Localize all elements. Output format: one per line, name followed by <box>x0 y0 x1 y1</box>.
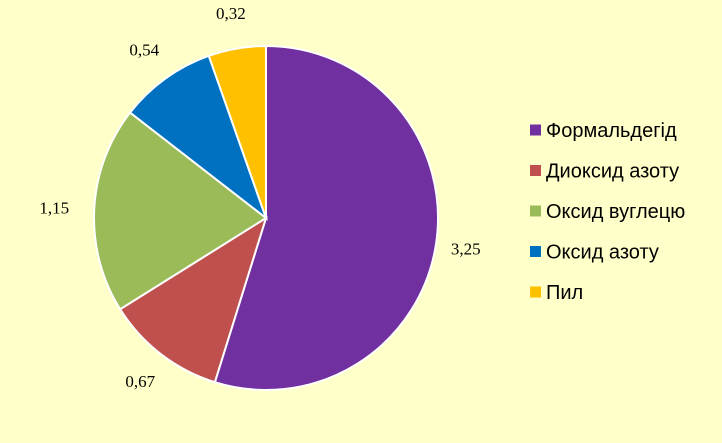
pie-slice <box>93 111 268 311</box>
legend-label: Формальдегід <box>546 120 677 142</box>
data-label: 1,15 <box>39 198 69 217</box>
legend-swatch <box>530 165 541 176</box>
legend-swatch <box>530 286 541 298</box>
pie-slice <box>213 44 439 391</box>
data-label: 0,54 <box>129 40 159 59</box>
data-label: 0,32 <box>216 4 246 23</box>
legend-label: Пил <box>546 282 583 304</box>
data-labels: 3,25 0,67 1,15 0,54 0,32 <box>39 4 480 391</box>
pie-slice <box>128 54 269 221</box>
legend-label: Оксид азоту <box>546 242 659 264</box>
legend-swatch <box>530 205 541 217</box>
pie-slice <box>207 44 267 219</box>
legend-label: Диоксид азоту <box>546 161 679 183</box>
legend-swatch <box>530 124 541 136</box>
pie-slices <box>93 44 439 391</box>
legend: Формальдегід Диоксид азоту Оксид вуглецю Ок… <box>530 120 685 304</box>
data-label: 0,67 <box>125 372 155 391</box>
legend-label: Оксид вуглецю <box>546 201 685 223</box>
legend-swatch <box>530 246 541 257</box>
data-label: 3,25 <box>451 239 481 258</box>
pie-slice <box>118 215 268 384</box>
